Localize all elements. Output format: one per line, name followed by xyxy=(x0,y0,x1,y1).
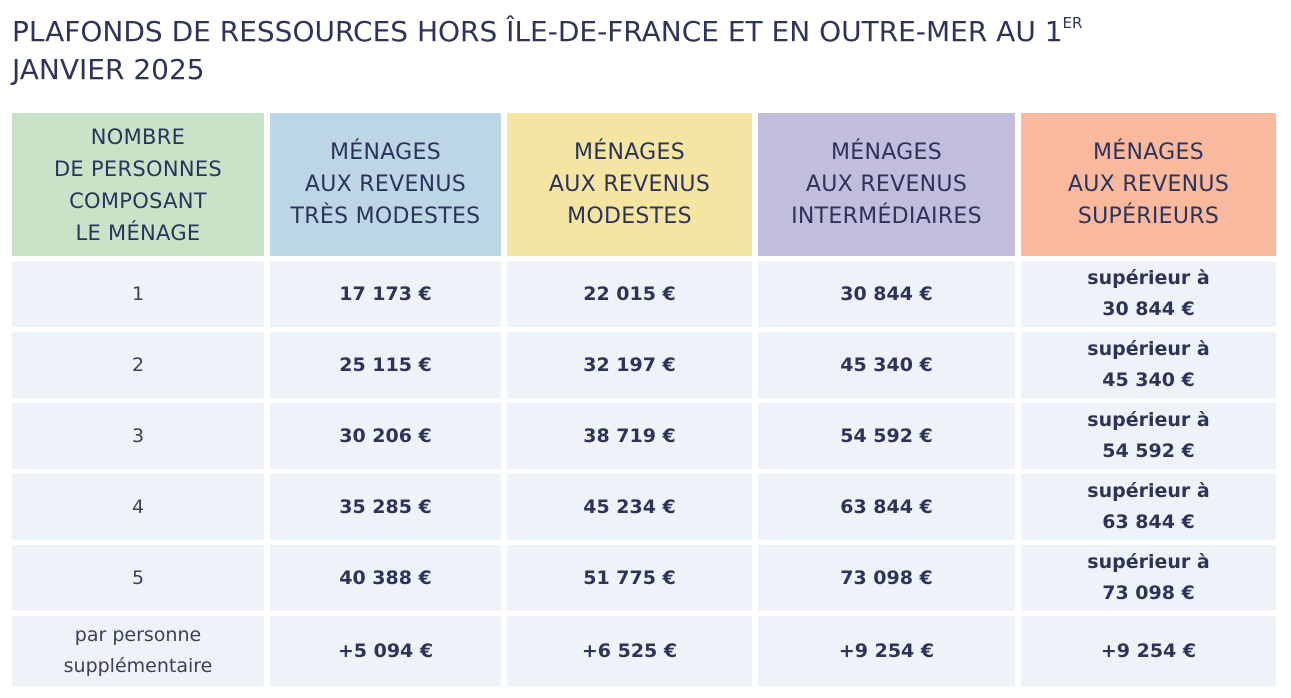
table-cell: 73 098 € xyxy=(758,545,1015,611)
page-title: PLAFONDS DE RESSOURCES HORS ÎLE-DE-FRANC… xyxy=(12,4,1282,89)
row-label: 2 xyxy=(12,332,264,398)
table-cell: 38 719 € xyxy=(507,403,752,469)
table-cell: 30 844 € xyxy=(758,261,1015,327)
row-label: 1 xyxy=(12,261,264,327)
table-cell: 35 285 € xyxy=(270,474,501,540)
table-cell: +6 525 € xyxy=(507,616,752,686)
table-cell: 22 015 € xyxy=(507,261,752,327)
column-header-0: NOMBRE DE PERSONNES COMPOSANT LE MÉNAGE xyxy=(12,113,264,256)
row-label: par personne supplémentaire xyxy=(12,616,264,686)
title-superscript: ER xyxy=(1062,14,1083,32)
table-cell: 17 173 € xyxy=(270,261,501,327)
table-cell: 25 115 € xyxy=(270,332,501,398)
row-label: 5 xyxy=(12,545,264,611)
table-cell: 40 388 € xyxy=(270,545,501,611)
column-header-2: MÉNAGES AUX REVENUS MODESTES xyxy=(507,113,752,256)
table-cell: +9 254 € xyxy=(758,616,1015,686)
table-cell: supérieur à 63 844 € xyxy=(1021,474,1276,540)
table-cell: supérieur à 54 592 € xyxy=(1021,403,1276,469)
income-ceiling-table: NOMBRE DE PERSONNES COMPOSANT LE MÉNAGE M… xyxy=(12,113,1276,686)
table-cell: supérieur à 45 340 € xyxy=(1021,332,1276,398)
table-cell: 45 340 € xyxy=(758,332,1015,398)
table-cell: supérieur à 30 844 € xyxy=(1021,261,1276,327)
row-label: 3 xyxy=(12,403,264,469)
table-cell: +9 254 € xyxy=(1021,616,1276,686)
table-cell: 54 592 € xyxy=(758,403,1015,469)
table-cell: 45 234 € xyxy=(507,474,752,540)
column-header-3: MÉNAGES AUX REVENUS INTERMÉDIAIRES xyxy=(758,113,1015,256)
row-label: 4 xyxy=(12,474,264,540)
title-text-line2: JANVIER 2025 xyxy=(12,53,205,86)
table-cell: supérieur à 73 098 € xyxy=(1021,545,1276,611)
table-cell: 51 775 € xyxy=(507,545,752,611)
table-cell: 32 197 € xyxy=(507,332,752,398)
column-header-4: MÉNAGES AUX REVENUS SUPÉRIEURS xyxy=(1021,113,1276,256)
title-text: PLAFONDS DE RESSOURCES HORS ÎLE-DE-FRANC… xyxy=(12,15,1063,48)
table-cell: 63 844 € xyxy=(758,474,1015,540)
table-cell: 30 206 € xyxy=(270,403,501,469)
column-header-1: MÉNAGES AUX REVENUS TRÈS MODESTES xyxy=(270,113,501,256)
table-cell: +5 094 € xyxy=(270,616,501,686)
